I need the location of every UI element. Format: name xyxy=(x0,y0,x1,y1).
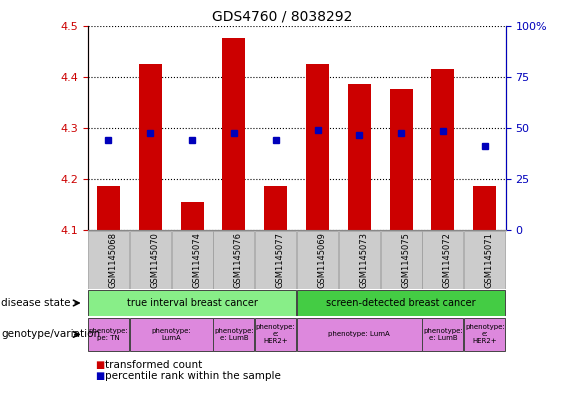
Bar xyxy=(181,202,203,230)
Bar xyxy=(306,64,329,230)
Text: GSM1145070: GSM1145070 xyxy=(150,232,159,288)
Text: true interval breast cancer: true interval breast cancer xyxy=(127,298,258,308)
Text: phenotype:
e:
HER2+: phenotype: e: HER2+ xyxy=(465,325,505,344)
Text: GSM1145069: GSM1145069 xyxy=(318,232,327,288)
Text: transformed count: transformed count xyxy=(105,360,202,370)
Text: GSM1145072: GSM1145072 xyxy=(443,232,452,288)
Bar xyxy=(88,318,129,351)
Text: phenotype:
e: LumB: phenotype: e: LumB xyxy=(214,328,254,341)
Text: phenotype:
LumA: phenotype: LumA xyxy=(151,328,191,341)
Bar xyxy=(464,318,505,351)
Bar xyxy=(348,84,371,230)
Bar xyxy=(223,38,245,230)
Text: phenotype:
e:
HER2+: phenotype: e: HER2+ xyxy=(256,325,295,344)
Bar xyxy=(297,318,421,351)
Text: ■: ■ xyxy=(95,360,104,370)
Text: GDS4760 / 8038292: GDS4760 / 8038292 xyxy=(212,10,353,24)
Text: GSM1145075: GSM1145075 xyxy=(401,232,410,288)
Text: GSM1145076: GSM1145076 xyxy=(234,232,243,288)
Bar xyxy=(172,231,212,289)
Bar xyxy=(130,318,212,351)
Bar xyxy=(381,231,421,289)
Bar xyxy=(390,89,412,230)
Text: GSM1145077: GSM1145077 xyxy=(276,232,285,288)
Text: phenotype: LumA: phenotype: LumA xyxy=(328,331,390,338)
Text: phenotype:
e: LumB: phenotype: e: LumB xyxy=(423,328,463,341)
Bar xyxy=(214,318,254,351)
Bar xyxy=(473,186,496,230)
Bar xyxy=(423,231,463,289)
Bar xyxy=(214,231,254,289)
Text: genotype/variation: genotype/variation xyxy=(1,329,100,340)
Text: ■: ■ xyxy=(95,371,104,381)
Bar xyxy=(297,290,505,316)
Bar xyxy=(88,290,296,316)
Text: GSM1145071: GSM1145071 xyxy=(485,232,494,288)
Bar xyxy=(255,318,296,351)
Bar xyxy=(139,64,162,230)
Bar xyxy=(255,231,296,289)
Text: disease state: disease state xyxy=(1,298,71,308)
Bar xyxy=(264,186,287,230)
Bar xyxy=(130,231,171,289)
Text: screen-detected breast cancer: screen-detected breast cancer xyxy=(327,298,476,308)
Bar xyxy=(423,318,463,351)
Text: percentile rank within the sample: percentile rank within the sample xyxy=(105,371,280,381)
Text: GSM1145068: GSM1145068 xyxy=(108,232,118,288)
Bar xyxy=(97,186,120,230)
Text: GSM1145073: GSM1145073 xyxy=(359,232,368,288)
Text: GSM1145074: GSM1145074 xyxy=(192,232,201,288)
Bar xyxy=(297,231,338,289)
Text: phenotype:
pe: TN: phenotype: pe: TN xyxy=(89,328,128,341)
Bar xyxy=(88,231,129,289)
Bar xyxy=(464,231,505,289)
Bar xyxy=(339,231,380,289)
Bar xyxy=(432,69,454,230)
